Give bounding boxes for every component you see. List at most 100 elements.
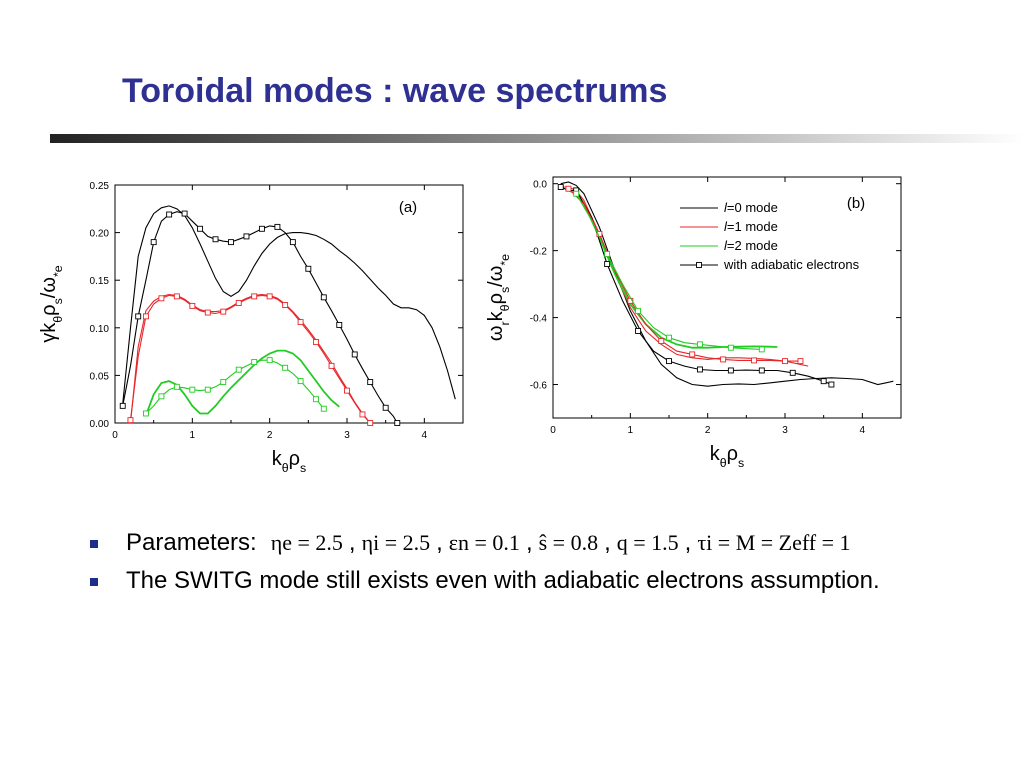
data-point — [313, 396, 320, 403]
data-point — [394, 420, 401, 426]
data-point — [696, 366, 703, 373]
data-point — [189, 386, 196, 393]
data-point — [635, 328, 642, 334]
data-point — [382, 404, 389, 411]
data-point — [251, 359, 258, 366]
y-tick-label: 0.10 — [90, 324, 110, 335]
data-point — [266, 357, 273, 364]
data-point — [666, 334, 672, 341]
data-point — [166, 211, 173, 218]
data-point — [336, 321, 343, 328]
data-point — [158, 393, 165, 400]
legend-label: l=2 mode — [724, 238, 778, 253]
series-line — [145, 359, 325, 414]
data-point — [204, 386, 211, 393]
y-axis-label: ωrkθρs/ω*e — [485, 254, 512, 341]
param-q: q = 1.5 — [616, 530, 679, 555]
data-point — [282, 302, 289, 308]
data-point — [274, 223, 281, 230]
x-tick-label: 1 — [628, 425, 634, 436]
data-point — [782, 358, 788, 365]
bullet-switg-note: The SWITG mode still exists even with ad… — [88, 565, 988, 597]
data-point — [142, 410, 149, 417]
x-axis-label: kθρs — [710, 443, 745, 470]
data-point — [557, 184, 564, 190]
y-tick-label: 0.20 — [90, 229, 110, 240]
data-point — [328, 362, 335, 369]
data-point — [204, 309, 211, 316]
series-l-0-mode — [560, 181, 894, 387]
y-tick-label: 0.15 — [90, 276, 110, 287]
data-point — [243, 233, 250, 240]
data-point — [789, 369, 796, 376]
data-point — [828, 381, 835, 388]
data-point — [820, 378, 827, 385]
data-point — [289, 239, 296, 246]
legend-label: l=0 mode — [724, 200, 778, 215]
data-point — [127, 417, 134, 424]
y-tick-label: -0.6 — [530, 381, 548, 392]
data-point — [351, 351, 358, 358]
data-point — [666, 358, 672, 365]
parameter-line: Parameters: ηe = 2.5 , ηi = 2.5 , εn = 0… — [126, 527, 988, 559]
data-point — [367, 420, 374, 426]
data-point — [297, 319, 304, 326]
data-point — [320, 294, 327, 301]
y-tick-label: 0.25 — [90, 181, 110, 192]
data-point — [367, 379, 374, 386]
param-eta-i: ηi = 2.5 — [361, 530, 431, 555]
bullet-list: Parameters: ηe = 2.5 , ηi = 2.5 , εn = 0… — [88, 527, 988, 603]
y-axis-label: γkθρs/ω*e — [38, 265, 65, 343]
data-point — [150, 239, 157, 246]
data-point — [119, 402, 126, 409]
data-point — [658, 338, 665, 344]
param-epsilon-n: εn = 0.1 — [448, 530, 520, 555]
data-point — [173, 293, 180, 300]
parameters-label: Parameters: — [126, 529, 257, 556]
bullet-parameters: Parameters: ηe = 2.5 , ηi = 2.5 , εn = 0… — [88, 527, 988, 559]
param-shear: ŝ = 0.8 — [538, 530, 599, 555]
x-tick-label: 0 — [112, 430, 118, 441]
x-tick-label: 4 — [860, 425, 866, 436]
x-tick-label: 3 — [782, 425, 788, 436]
data-point — [197, 225, 204, 232]
data-point — [173, 383, 180, 390]
data-point — [258, 225, 265, 232]
data-point — [305, 265, 312, 272]
data-point — [158, 295, 165, 302]
x-tick-label: 2 — [705, 425, 711, 436]
data-point — [758, 367, 765, 374]
data-point — [604, 251, 611, 257]
data-point — [696, 341, 703, 348]
y-tick-label: 0.05 — [90, 371, 110, 382]
data-point — [251, 293, 258, 300]
y-tick-label: 0.0 — [533, 180, 547, 191]
series-line — [122, 211, 398, 424]
plot-frame — [552, 176, 902, 419]
data-point — [727, 367, 734, 374]
data-point — [266, 293, 273, 300]
x-tick-label: 1 — [190, 430, 196, 441]
series-l-1-mode — [560, 186, 809, 367]
data-point — [212, 236, 219, 243]
data-point — [220, 379, 227, 386]
data-point — [135, 313, 142, 320]
x-tick-label: 4 — [422, 430, 428, 441]
y-tick-label: -0.2 — [530, 247, 548, 258]
data-point — [635, 307, 642, 314]
x-axis-label: kθρs — [272, 448, 307, 475]
switg-note-text: The SWITG mode still exists even with ad… — [126, 567, 880, 594]
data-point — [320, 405, 327, 412]
legend-label: l=1 mode — [724, 219, 778, 234]
data-point — [604, 261, 611, 267]
param-tau-m-zeff: τi = M = Zeff = 1 — [697, 530, 851, 555]
chart-panel-b: 0 1 2 3 4 0.0 -0.2 -0.4 -0.6 (b) kθρs ωrkθρs/ω*e l=0… — [485, 176, 902, 470]
title-divider — [50, 134, 1024, 143]
data-point — [751, 357, 758, 364]
plot-frame — [114, 184, 464, 424]
data-point — [142, 313, 149, 320]
data-point — [720, 356, 727, 363]
panel-label: (b) — [847, 195, 865, 212]
data-point — [344, 387, 350, 394]
data-point — [235, 366, 242, 373]
